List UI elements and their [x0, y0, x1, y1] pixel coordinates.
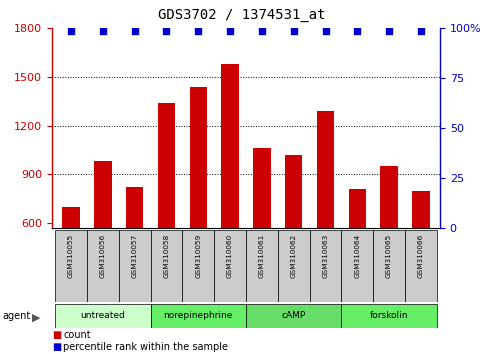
Text: GSM310065: GSM310065 [386, 234, 392, 278]
Bar [87, 230, 119, 302]
Text: untreated: untreated [81, 312, 125, 320]
Text: forskolin: forskolin [370, 312, 408, 320]
Point [195, 28, 202, 34]
Bar [62, 207, 80, 228]
Bar [373, 230, 405, 302]
Text: GSM310055: GSM310055 [68, 234, 74, 278]
Point [258, 28, 266, 34]
Text: GSM310058: GSM310058 [163, 234, 170, 278]
Bar [341, 230, 373, 302]
Point [417, 28, 425, 34]
Bar [119, 230, 151, 302]
Point [226, 28, 234, 34]
Text: GSM310059: GSM310059 [195, 234, 201, 278]
Bar [189, 86, 207, 228]
Text: GSM310064: GSM310064 [355, 234, 360, 278]
Point [322, 28, 329, 34]
Point [99, 28, 107, 34]
Text: GSM310062: GSM310062 [291, 234, 297, 278]
Bar [214, 230, 246, 302]
Text: GSM310056: GSM310056 [100, 234, 106, 278]
Point [290, 28, 298, 34]
Bar [341, 304, 437, 328]
Bar [126, 187, 143, 228]
Text: ▶: ▶ [32, 313, 41, 322]
Text: cAMP: cAMP [282, 312, 306, 320]
Bar [412, 190, 430, 228]
Text: GSM310060: GSM310060 [227, 234, 233, 278]
Text: GSM310063: GSM310063 [323, 234, 328, 278]
Point [163, 28, 170, 34]
Point [385, 28, 393, 34]
Text: ■: ■ [52, 330, 61, 340]
Bar [246, 304, 341, 328]
Text: percentile rank within the sample: percentile rank within the sample [63, 342, 228, 352]
Text: norepinephrine: norepinephrine [164, 312, 233, 320]
Text: GSM310057: GSM310057 [132, 234, 138, 278]
Bar [183, 230, 214, 302]
Bar [94, 161, 112, 228]
Bar [317, 111, 334, 228]
Text: count: count [63, 330, 91, 340]
Bar [278, 230, 310, 302]
Bar [349, 189, 366, 228]
Text: GDS3702 / 1374531_at: GDS3702 / 1374531_at [158, 8, 325, 22]
Point [67, 28, 75, 34]
Bar [405, 230, 437, 302]
Bar [151, 304, 246, 328]
Point [354, 28, 361, 34]
Bar [285, 155, 302, 228]
Bar [253, 148, 270, 228]
Text: ■: ■ [52, 342, 61, 352]
Bar [310, 230, 341, 302]
Text: GSM310066: GSM310066 [418, 234, 424, 278]
Bar [55, 304, 151, 328]
Point [131, 28, 139, 34]
Text: agent: agent [2, 311, 30, 321]
Bar [221, 64, 239, 228]
Bar [55, 230, 87, 302]
Bar [151, 230, 183, 302]
Bar [246, 230, 278, 302]
Text: GSM310061: GSM310061 [259, 234, 265, 278]
Bar [381, 166, 398, 228]
Bar [158, 103, 175, 228]
